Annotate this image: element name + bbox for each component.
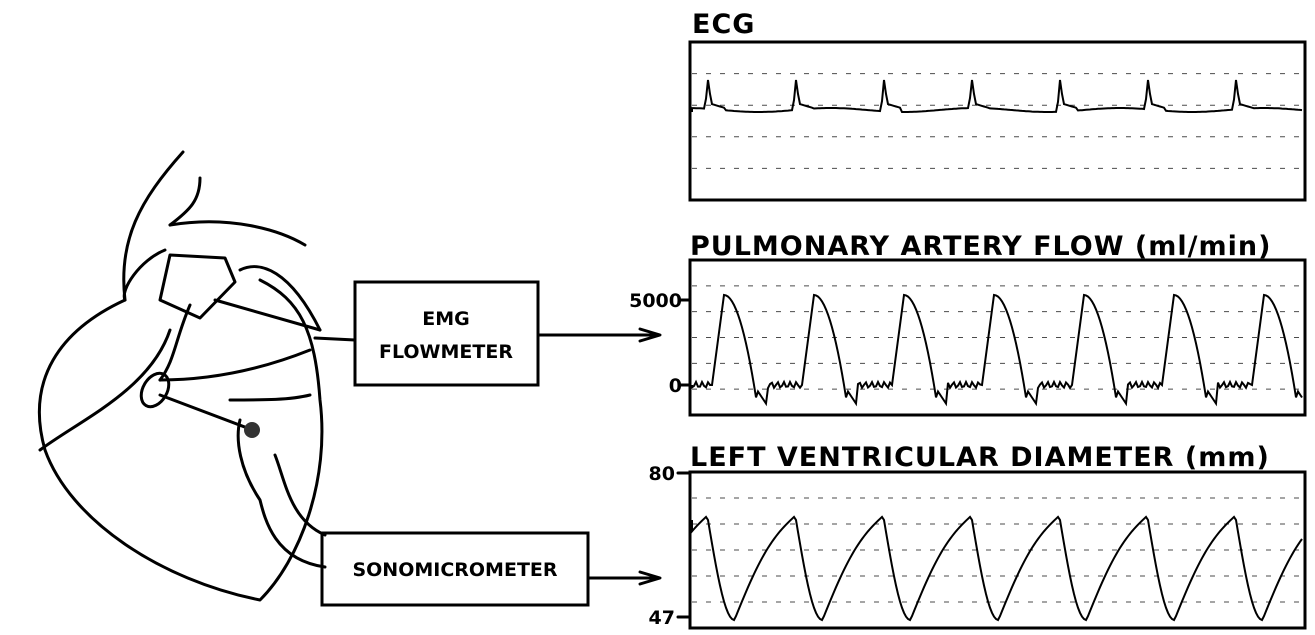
tick-label: 80	[649, 463, 675, 485]
arrow	[538, 329, 660, 341]
tick-mark	[678, 473, 690, 617]
tick-label: 47	[649, 607, 675, 629]
tick-label: 5000	[629, 290, 682, 312]
ecg-trace	[692, 80, 1302, 112]
device-label: FLOWMETER	[379, 341, 513, 363]
panel-title: PULMONARY ARTERY FLOW (ml/min)	[690, 231, 1271, 262]
diagram: EMG FLOWMETER SONOMICROMETER ECG PULMONA…	[0, 0, 1315, 631]
panel-title: ECG	[692, 9, 755, 40]
heart-sketch	[39, 152, 355, 600]
flowmeter-box	[355, 282, 538, 385]
device-label: EMG	[422, 308, 469, 330]
diameter-trace	[692, 517, 1302, 620]
panel-title: LEFT VENTRICULAR DIAMETER (mm)	[690, 442, 1270, 473]
arrow	[588, 572, 660, 584]
panel	[690, 42, 1305, 200]
device-label: SONOMICROMETER	[352, 559, 557, 581]
